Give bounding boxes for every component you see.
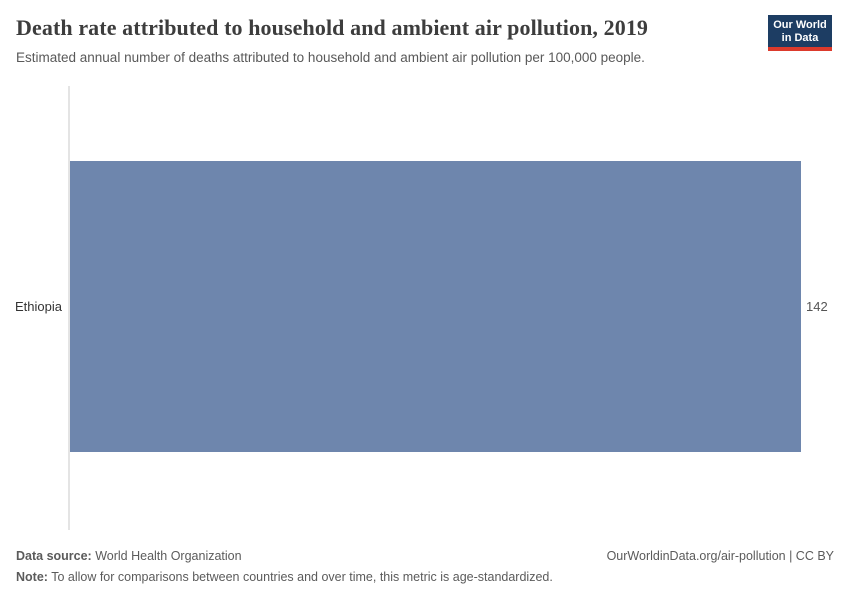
footer-note-line: Note: To allow for comparisons between c… <box>16 569 834 586</box>
entity-label: Ethiopia <box>15 299 62 314</box>
data-source-label: Data source: <box>16 549 92 563</box>
data-source-text: World Health Organization <box>91 549 242 563</box>
value-label: 142 <box>806 299 828 314</box>
owid-logo[interactable]: Our World in Data <box>768 15 832 51</box>
owid-logo-line1: Our World <box>773 19 827 31</box>
note-label: Note: <box>16 570 48 584</box>
chart-subtitle: Estimated annual number of deaths attrib… <box>16 50 645 65</box>
chart-title: Death rate attributed to household and a… <box>16 15 649 40</box>
note-text: To allow for comparisons between countri… <box>47 570 553 584</box>
footer-source-line: OurWorldinData.org/air-pollution | CC BY… <box>16 548 834 565</box>
y-axis-line <box>68 86 70 530</box>
owid-logo-line2: in Data <box>781 32 819 44</box>
bar-ethiopia[interactable] <box>70 161 801 452</box>
attribution-link[interactable]: OurWorldinData.org/air-pollution | CC BY <box>606 549 834 563</box>
